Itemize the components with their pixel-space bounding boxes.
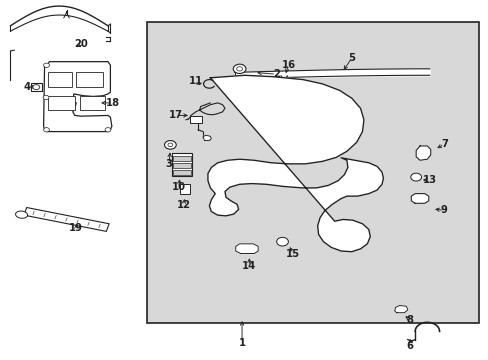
Circle shape [410,173,421,181]
Ellipse shape [16,211,27,218]
Circle shape [43,63,49,67]
Text: 12: 12 [176,200,190,210]
Text: 9: 9 [440,206,447,216]
Polygon shape [410,194,428,203]
Polygon shape [235,244,258,253]
Circle shape [276,237,288,246]
Circle shape [43,128,49,132]
Text: 7: 7 [440,139,447,149]
Polygon shape [203,135,211,140]
Text: 11: 11 [188,76,203,86]
Circle shape [33,85,40,90]
Text: 2: 2 [272,69,279,79]
Bar [189,116,202,123]
Circle shape [167,143,172,147]
Text: 6: 6 [406,341,413,351]
Text: 17: 17 [169,111,183,121]
Circle shape [236,67,242,71]
Text: 16: 16 [281,60,295,70]
Bar [173,163,190,168]
Text: 4: 4 [24,82,31,92]
Polygon shape [207,75,383,252]
Polygon shape [394,306,407,313]
Text: 13: 13 [422,175,436,185]
Bar [172,153,191,176]
Text: 20: 20 [74,39,88,49]
Text: 14: 14 [242,261,256,271]
Text: 3: 3 [165,159,172,169]
Bar [31,83,41,91]
Text: 8: 8 [406,315,413,325]
Bar [48,96,75,110]
Bar [173,170,190,175]
Bar [180,184,189,194]
Text: 19: 19 [69,224,83,233]
Polygon shape [415,146,430,160]
Bar [48,72,72,87]
Circle shape [105,128,111,132]
Text: 5: 5 [347,53,355,63]
Text: 10: 10 [171,182,185,192]
Text: 1: 1 [238,338,245,348]
Bar [80,96,104,110]
Bar [173,156,190,161]
Text: 15: 15 [285,248,300,258]
Circle shape [233,64,245,73]
Polygon shape [43,62,112,132]
Bar [147,22,478,323]
Bar [76,72,103,87]
Circle shape [164,140,176,149]
Text: 18: 18 [105,98,120,108]
Circle shape [43,95,49,100]
